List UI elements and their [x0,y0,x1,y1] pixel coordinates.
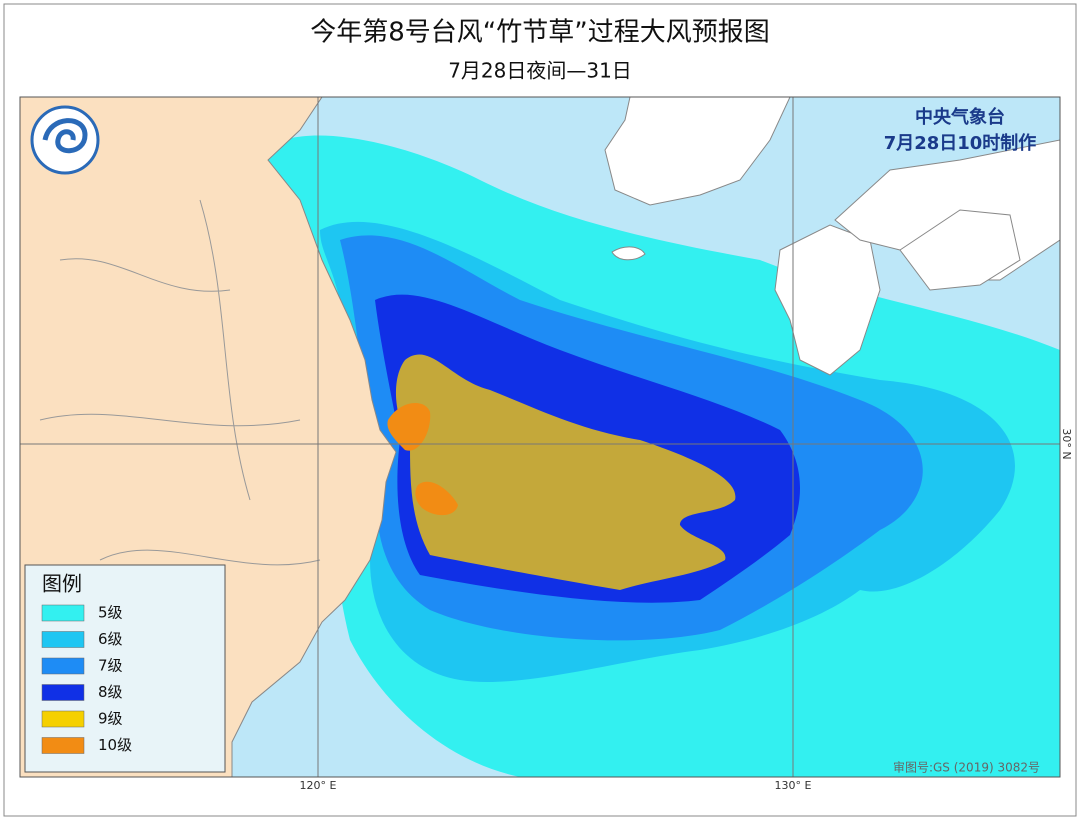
lon-label: 120° E [300,779,337,792]
legend-swatch [41,737,85,754]
agency: 中央气象台 [915,106,1005,128]
subtitle: 7月28日夜间—31日 [448,59,632,83]
map-frame [19,96,1061,778]
title: 今年第8号台风“竹节草”过程大风预报图 [310,18,769,48]
approval-number: 审图号:GS (2019) 3082号 [893,760,1040,775]
legend-label: 6级 [98,630,123,648]
legend-swatch [41,657,85,675]
lon-label: 130° E [775,779,812,792]
legend-swatch [41,604,85,622]
legend-title: 图例 [42,572,82,596]
issue-time: 7月28日10时制作 [884,132,1037,154]
lat-label: 30° N [1060,428,1073,459]
legend-label: 5级 [98,604,123,622]
legend-swatch [41,710,85,728]
logo [30,105,100,175]
legend-label: 10级 [98,736,132,754]
shikoku [899,209,1021,291]
jeju [611,246,646,261]
legend-swatch [41,631,85,648]
legend-label: 7级 [98,657,123,675]
zone-10 [415,481,458,516]
legend: 图例 5级 6级 7级 8级 9级 10级 [24,564,226,773]
province-borders [39,199,321,566]
zone-10 [387,402,431,451]
zone-9 [395,354,736,590]
legend-swatch [41,684,85,701]
korea [604,97,791,206]
legend-label: 9级 [98,710,123,728]
legend-label: 8级 [98,683,123,701]
